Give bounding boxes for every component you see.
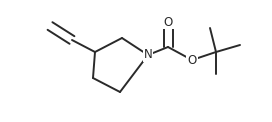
Text: N: N: [144, 49, 152, 61]
Text: O: O: [163, 15, 173, 29]
Text: O: O: [187, 54, 197, 66]
